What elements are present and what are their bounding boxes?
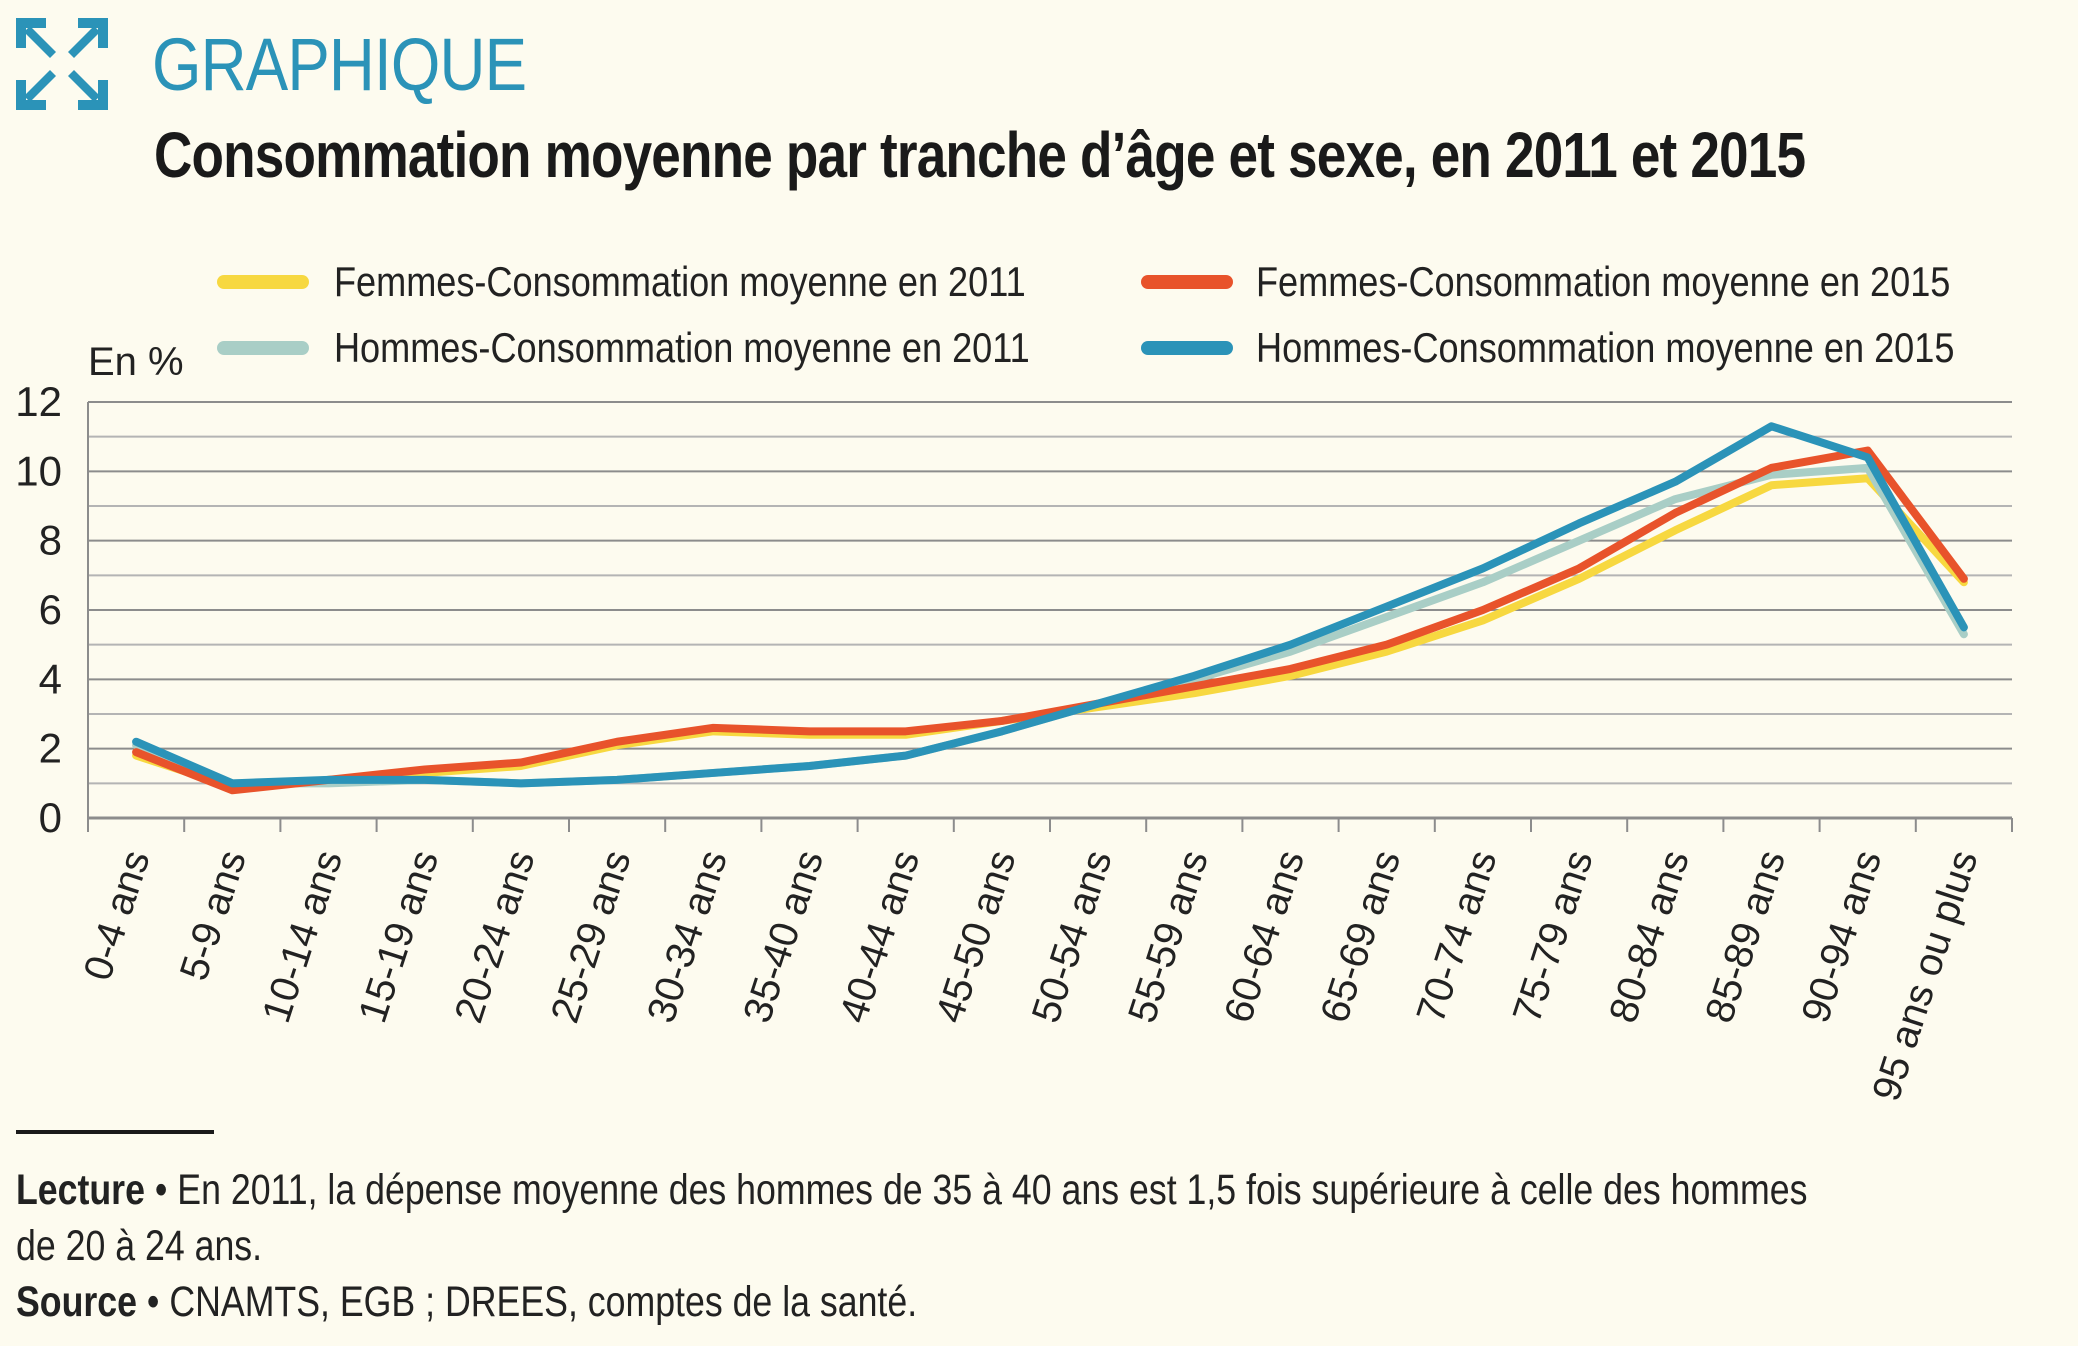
series-line [132,463,1968,788]
expand-arrows-icon [16,18,108,110]
x-tick-label: 45-50 ans [928,845,1025,1028]
legend-label: Hommes-Consommation moyenne en 2015 [1256,326,1954,372]
x-tick-label: 10-14 ans [254,845,351,1028]
chart-series [132,422,1968,795]
y-tick-label: 0 [39,794,62,841]
chart-grid [87,401,2012,820]
lecture-bullet: • [154,1166,168,1214]
y-tick-label: 2 [39,725,62,772]
y-axis-ticks: 0 2 4 6 8 10 12 [15,378,62,841]
y-tick-label: 4 [39,655,62,702]
x-tick-label: 65-69 ans [1312,845,1409,1028]
x-tick-label: 80-84 ans [1601,845,1698,1028]
y-tick-label: 6 [39,586,62,633]
x-tick-label: 60-64 ans [1216,845,1313,1028]
x-tick-label: 40-44 ans [831,845,928,1028]
x-axis: 0-4 ans 5-9 ans 10-14 ans 15-19 ans 20-24 an… [76,818,2013,1106]
lecture-text-line1: En 2011, la dépense moyenne des hommes d… [177,1166,1808,1214]
legend-label: Femmes-Consommation moyenne en 2011 [334,260,1026,306]
series-line [132,422,1968,788]
lecture-note-cont: de 20 à 24 ans. [16,1218,2008,1274]
x-tick-label: 50-54 ans [1024,845,1121,1028]
chart-legend: Femmes-Consommation moyenne en 2011 Femme… [217,260,1954,372]
y-tick-label: 10 [15,447,62,494]
footer-divider [16,1130,214,1134]
x-tick-label: 5-9 ans [172,845,255,985]
y-tick-label: 12 [15,378,62,425]
x-tick-label: 90-94 ans [1793,845,1890,1028]
x-tick-label: 70-74 ans [1409,845,1506,1028]
x-tick-label: 0-4 ans [76,845,159,985]
series-line [132,474,1968,791]
legend-label: Hommes-Consommation moyenne en 2011 [334,326,1030,372]
x-tick-label: 35-40 ans [735,845,832,1028]
section-kicker: GRAPHIQUE [152,23,527,106]
line-chart: Femmes-Consommation moyenne en 2011 Femme… [15,260,2013,1106]
x-tick-label: 25-29 ans [543,845,640,1028]
chart-title: Consommation moyenne par tranche d’âge e… [154,119,1806,191]
lecture-note: Lecture • En 2011, la dépense moyenne de… [16,1162,2008,1218]
y-axis-unit-label: En % [88,340,184,384]
x-tick-label: 15-19 ans [350,845,447,1028]
x-tick-label: 95 ans ou plus [1864,845,1986,1106]
source-label: Source [16,1278,137,1326]
lecture-text-line2: de 20 à 24 ans. [16,1222,263,1270]
y-tick-label: 8 [39,517,62,564]
source-bullet: • [146,1278,160,1326]
legend-label: Femmes-Consommation moyenne en 2015 [1256,260,1950,306]
series-line [132,446,1968,795]
source-note: Source • CNAMTS, EGB ; DREES, comptes de… [16,1274,2008,1330]
source-text: CNAMTS, EGB ; DREES, comptes de la santé… [169,1278,918,1326]
x-tick-label: 55-59 ans [1120,845,1217,1028]
x-tick-label: 30-34 ans [639,845,736,1028]
lecture-label: Lecture [16,1166,145,1214]
x-tick-label: 20-24 ans [447,845,544,1028]
x-tick-label: 75-79 ans [1505,845,1602,1028]
x-tick-label: 85-89 ans [1697,845,1794,1028]
